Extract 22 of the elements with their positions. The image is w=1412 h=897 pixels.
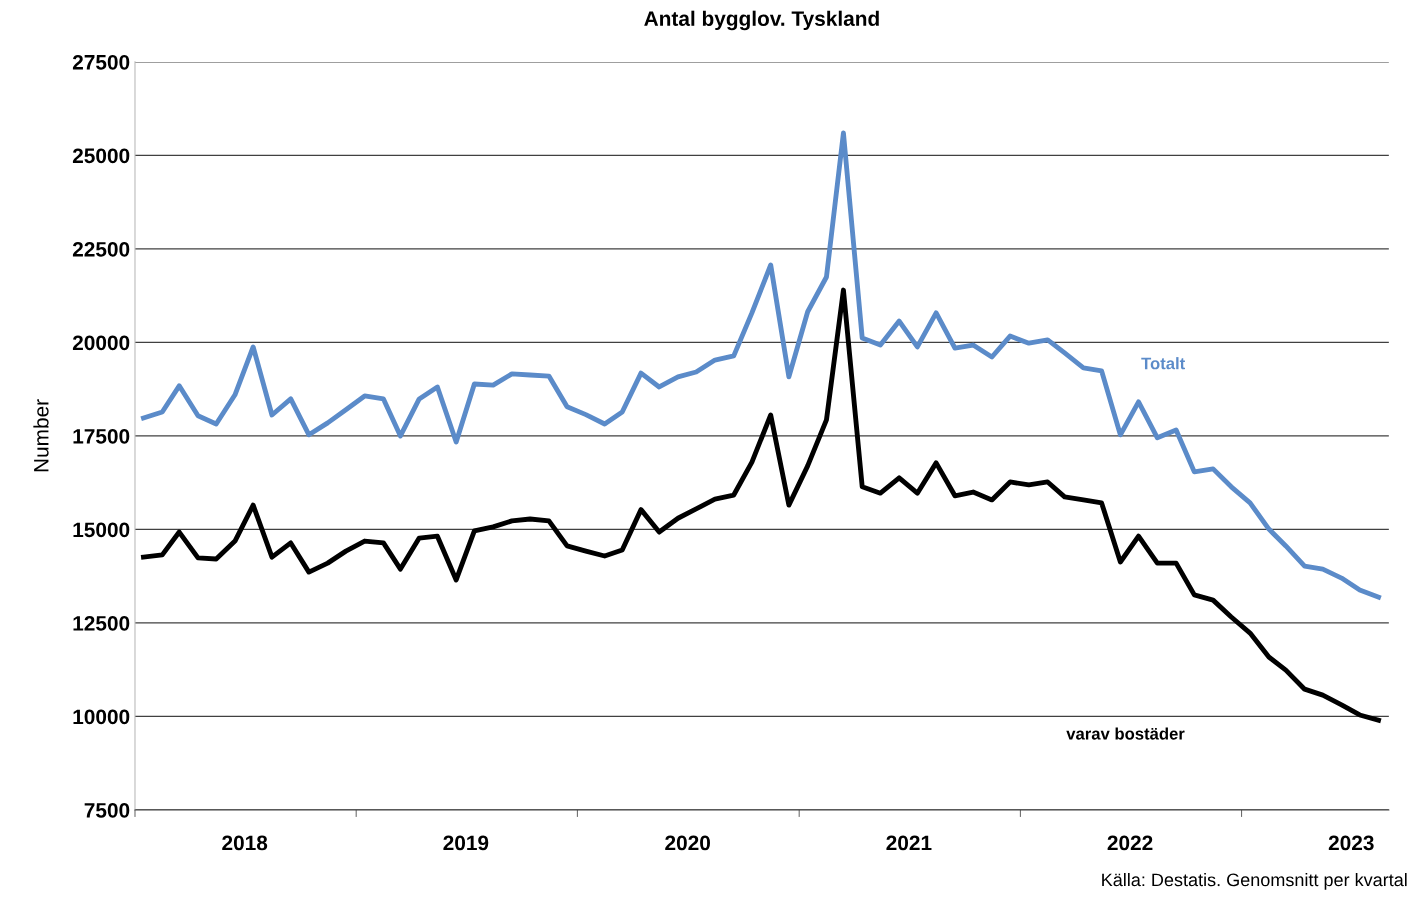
x-tick-label: 2020 <box>665 835 710 851</box>
x-tick-label: 2021 <box>886 835 932 851</box>
y-tick-label: 27500 <box>72 54 130 70</box>
y-tick-label: 10000 <box>73 709 130 725</box>
y-tick-label: 12500 <box>73 615 130 631</box>
text: Källa: Destatis. Genomsnitt per kvartal <box>1102 872 1407 890</box>
line-series <box>141 287 1381 723</box>
y-tick-label: 7500 <box>84 802 130 818</box>
x-tick-label: 2018 <box>222 835 268 851</box>
y-tick-label: 17500 <box>73 428 130 444</box>
y-tick-label: 25000 <box>72 148 130 164</box>
y-axis-title: Number <box>33 399 49 472</box>
text: varav bostäder <box>1066 727 1185 740</box>
y-tick-label: 15000 <box>73 522 130 538</box>
x-tick-label: 2022 <box>1107 835 1153 851</box>
line-series <box>141 130 1381 600</box>
y-tick-label: 20000 <box>72 335 130 351</box>
x-tick-label: 2023 <box>1328 835 1374 851</box>
chart-title: Antal bygglov. Tyskland <box>644 10 879 31</box>
y-tick-label: 22500 <box>72 241 130 257</box>
series-label: Totalt <box>1141 357 1186 370</box>
x-tick-label: 2019 <box>443 835 489 851</box>
